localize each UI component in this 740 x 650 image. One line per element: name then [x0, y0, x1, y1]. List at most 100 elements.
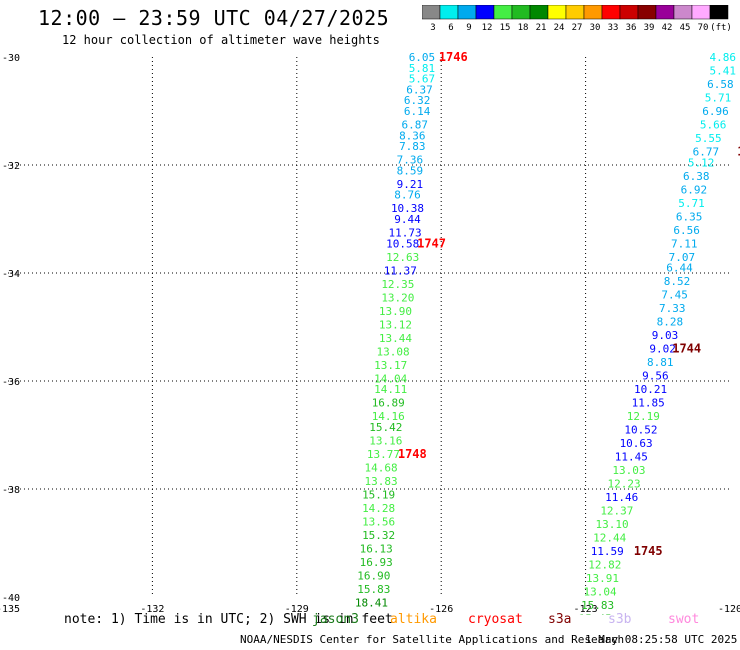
wave-height-value: 11.73 — [389, 227, 422, 240]
wave-height-value: 13.20 — [381, 291, 414, 304]
footnote: note: 1) Time is in UTC; 2) SWH is in fe… — [64, 612, 393, 627]
scale-label: 30 — [590, 23, 601, 33]
satellite-swot: swot — [668, 612, 700, 627]
scale-label: 39 — [644, 23, 655, 33]
wave-height-value: 11.59 — [591, 545, 624, 558]
wave-height-value: 6.92 — [681, 183, 708, 196]
wave-height-value: 15.19 — [362, 488, 395, 501]
wave-height-value: 13.17 — [374, 359, 407, 372]
wave-height-value: 5.66 — [700, 119, 727, 132]
wave-height-value: 8.28 — [657, 316, 684, 329]
satellite-cryosat: cryosat — [468, 612, 523, 627]
satellite-jason3: jason3 — [312, 612, 359, 627]
wave-height-value: 6.05 — [409, 51, 436, 64]
wave-height-value: 8.59 — [397, 164, 424, 177]
wave-height-value: 16.89 — [372, 397, 405, 410]
wave-height-value: 10.58 — [386, 237, 419, 250]
x-tick-label: -132 — [140, 604, 164, 615]
credit-date: 1 May 08:25:58 UTC 2025 — [585, 633, 738, 646]
wave-height-value: 12.37 — [600, 505, 633, 518]
y-tick-label: -34 — [2, 269, 20, 280]
wave-height-value: 9.02 — [649, 343, 676, 356]
scale-label: 45 — [680, 23, 691, 33]
scale-label: 18 — [518, 23, 529, 33]
wave-height-value: 16.90 — [357, 569, 390, 582]
pass-time-label: 1748 — [398, 447, 427, 461]
wave-height-value: 14.04 — [374, 372, 407, 385]
wave-height-value: 5.71 — [678, 197, 705, 210]
wave-height-value: 9.03 — [652, 329, 679, 342]
y-tick-label: -40 — [2, 593, 20, 604]
scale-label: 42 — [662, 23, 673, 33]
pass-time-label: 1744 — [672, 342, 701, 356]
wave-height-value: 7.83 — [399, 140, 426, 153]
scale-swatch — [709, 5, 729, 20]
wave-height-value: 8.36 — [399, 129, 426, 142]
y-tick-label: -38 — [2, 485, 20, 496]
color-scale-legend: 3 6 9 12 15 18 21 24 27 30 33 36 39 42 45 70 (ft) — [422, 5, 732, 33]
wave-height-value: 12.19 — [627, 410, 660, 423]
scale-label: 33 — [608, 23, 619, 33]
wave-height-value: 11.46 — [605, 491, 638, 504]
scale-label: 3 — [430, 23, 435, 33]
wave-height-value: 12.23 — [608, 478, 641, 491]
x-tick-label: -123 — [574, 604, 598, 615]
wave-height-value: 5.67 — [409, 73, 436, 86]
wave-height-value: 12.82 — [588, 559, 621, 572]
wave-height-value: 14.16 — [372, 410, 405, 423]
wave-height-value: 5.41 — [710, 65, 737, 78]
x-tick-label: -126 — [429, 604, 453, 615]
wave-height-value: 18.41 — [355, 596, 388, 609]
wave-height-value: 13.91 — [586, 572, 619, 585]
scale-label: 24 — [554, 23, 565, 33]
wave-height-value: 13.83 — [364, 475, 397, 488]
scale-label: 27 — [572, 23, 583, 33]
wave-height-value: 13.90 — [379, 305, 412, 318]
wave-height-value: 15.32 — [362, 529, 395, 542]
wave-height-value: 10.63 — [620, 437, 653, 450]
wave-height-value: 6.56 — [673, 224, 700, 237]
wave-height-value: 6.14 — [404, 105, 431, 118]
wave-height-value: 6.77 — [693, 146, 720, 159]
x-tick-label: -120 — [718, 604, 740, 615]
scale-label: 6 — [448, 23, 453, 33]
y-tick-label: -36 — [2, 377, 20, 388]
satellite-s3b: s3b — [608, 612, 632, 627]
wave-height-value: 6.32 — [404, 94, 431, 107]
scale-label: 12 — [482, 23, 493, 33]
wave-height-value: 6.58 — [707, 78, 734, 91]
wave-height-value: 9.56 — [642, 370, 669, 383]
wave-height-value: 5.81 — [409, 62, 436, 75]
scale-label: 9 — [466, 23, 471, 33]
pass-time-label: 1745 — [634, 544, 663, 558]
wave-height-value: 14.11 — [374, 383, 407, 396]
wave-height-value: 12.44 — [593, 532, 626, 545]
wave-height-value: 6.87 — [401, 119, 428, 132]
wave-height-value: 6.44 — [666, 262, 693, 275]
satellite-altika: altika — [390, 612, 437, 627]
wave-height-value: 7.33 — [659, 302, 686, 315]
wave-height-value: 7.45 — [661, 289, 688, 302]
wave-height-value: 13.12 — [379, 318, 412, 331]
y-tick-label: -32 — [2, 161, 20, 172]
y-tick-label: -30 — [2, 53, 20, 64]
wave-height-value: 15.45 — [579, 613, 612, 615]
wave-height-value: 12.35 — [381, 278, 414, 291]
wave-height-value: 6.96 — [702, 105, 729, 118]
wave-height-value: 13.08 — [377, 345, 410, 358]
wave-height-value: 13.04 — [583, 586, 616, 599]
wave-height-value: 11.85 — [632, 397, 665, 410]
wave-height-value: 6.35 — [676, 210, 703, 223]
x-tick-label: -135 — [0, 604, 20, 615]
wave-height-value: 5.55 — [695, 132, 722, 145]
pass-time-label: 1746 — [439, 50, 468, 64]
wave-height-value: 14.68 — [364, 461, 397, 474]
scale-label: 21 — [536, 23, 547, 33]
wave-height-value: 8.76 — [394, 189, 421, 202]
pass-time-label: 17 — [737, 145, 740, 159]
wave-height-value: 10.21 — [634, 383, 667, 396]
scale-label: 36 — [626, 23, 637, 33]
wave-height-value: 8.81 — [647, 356, 674, 369]
wave-height-value: 9.21 — [397, 178, 424, 191]
wave-height-value: 7.07 — [669, 251, 696, 264]
